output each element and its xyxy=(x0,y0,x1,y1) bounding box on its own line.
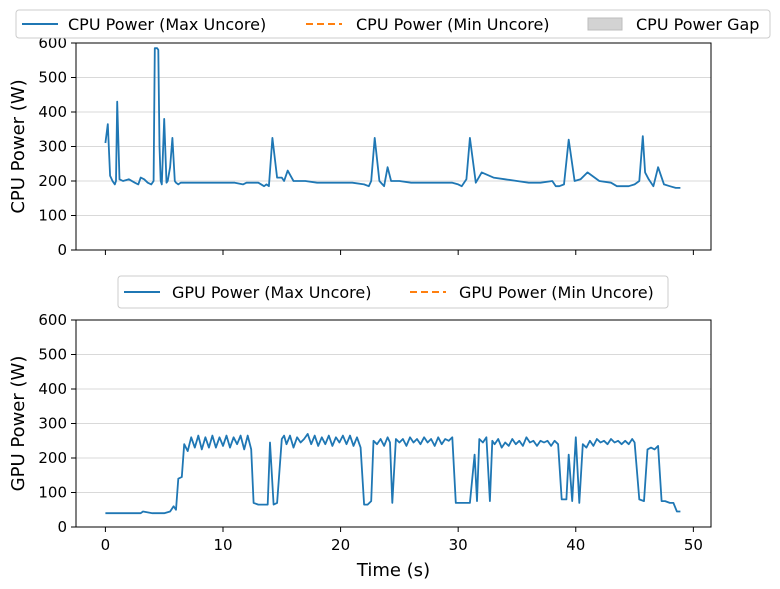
y-tick-label: 500 xyxy=(38,69,67,87)
x-tick-label: 20 xyxy=(331,536,350,554)
y-tick-label: 100 xyxy=(38,207,67,225)
legend-label: CPU Power (Max Uncore) xyxy=(68,15,266,34)
legend-label: GPU Power (Max Uncore) xyxy=(172,283,371,302)
y-axis-title: GPU Power (W) xyxy=(8,356,29,492)
legend-swatch-gap xyxy=(587,17,623,31)
y-tick-label: 200 xyxy=(38,172,67,190)
y-tick-label: 0 xyxy=(57,241,67,259)
y-tick-label: 0 xyxy=(57,518,67,536)
y-tick-label: 500 xyxy=(38,346,67,364)
x-tick-label: 50 xyxy=(684,536,703,554)
y-tick-label: 200 xyxy=(38,449,67,467)
y-tick-label: 400 xyxy=(38,380,67,398)
legend-label: CPU Power Gap xyxy=(636,15,759,34)
legend-label: CPU Power (Min Uncore) xyxy=(356,15,550,34)
y-tick-label: 600 xyxy=(38,311,67,329)
y-tick-label: 400 xyxy=(38,103,67,121)
y-axis-title: CPU Power (W) xyxy=(8,79,29,213)
legend: GPU Power (Max Uncore) GPU Power (Min Unc… xyxy=(117,275,669,309)
legend-box xyxy=(117,275,669,309)
legend: CPU Power (Max Uncore) CPU Power (Min Unc… xyxy=(15,9,771,39)
series-line-gpu-max-uncore xyxy=(105,432,681,515)
x-tick-label: 40 xyxy=(566,536,585,554)
legend-label: GPU Power (Min Uncore) xyxy=(459,283,654,302)
y-tick-label: 100 xyxy=(38,484,67,502)
y-tick-label: 300 xyxy=(38,415,67,433)
x-tick-label: 30 xyxy=(449,536,468,554)
legend-box xyxy=(15,9,771,39)
x-axis-title: Time (s) xyxy=(356,560,430,581)
y-tick-label: 300 xyxy=(38,138,67,156)
x-tick-label: 0 xyxy=(101,536,111,554)
x-tick-label: 10 xyxy=(213,536,232,554)
gpu-power-panel: 0 100 200 300 400 500 600 0 10 20 30 40 50 GPU Power … xyxy=(8,275,712,581)
series-line-cpu-max-uncore xyxy=(104,47,681,189)
